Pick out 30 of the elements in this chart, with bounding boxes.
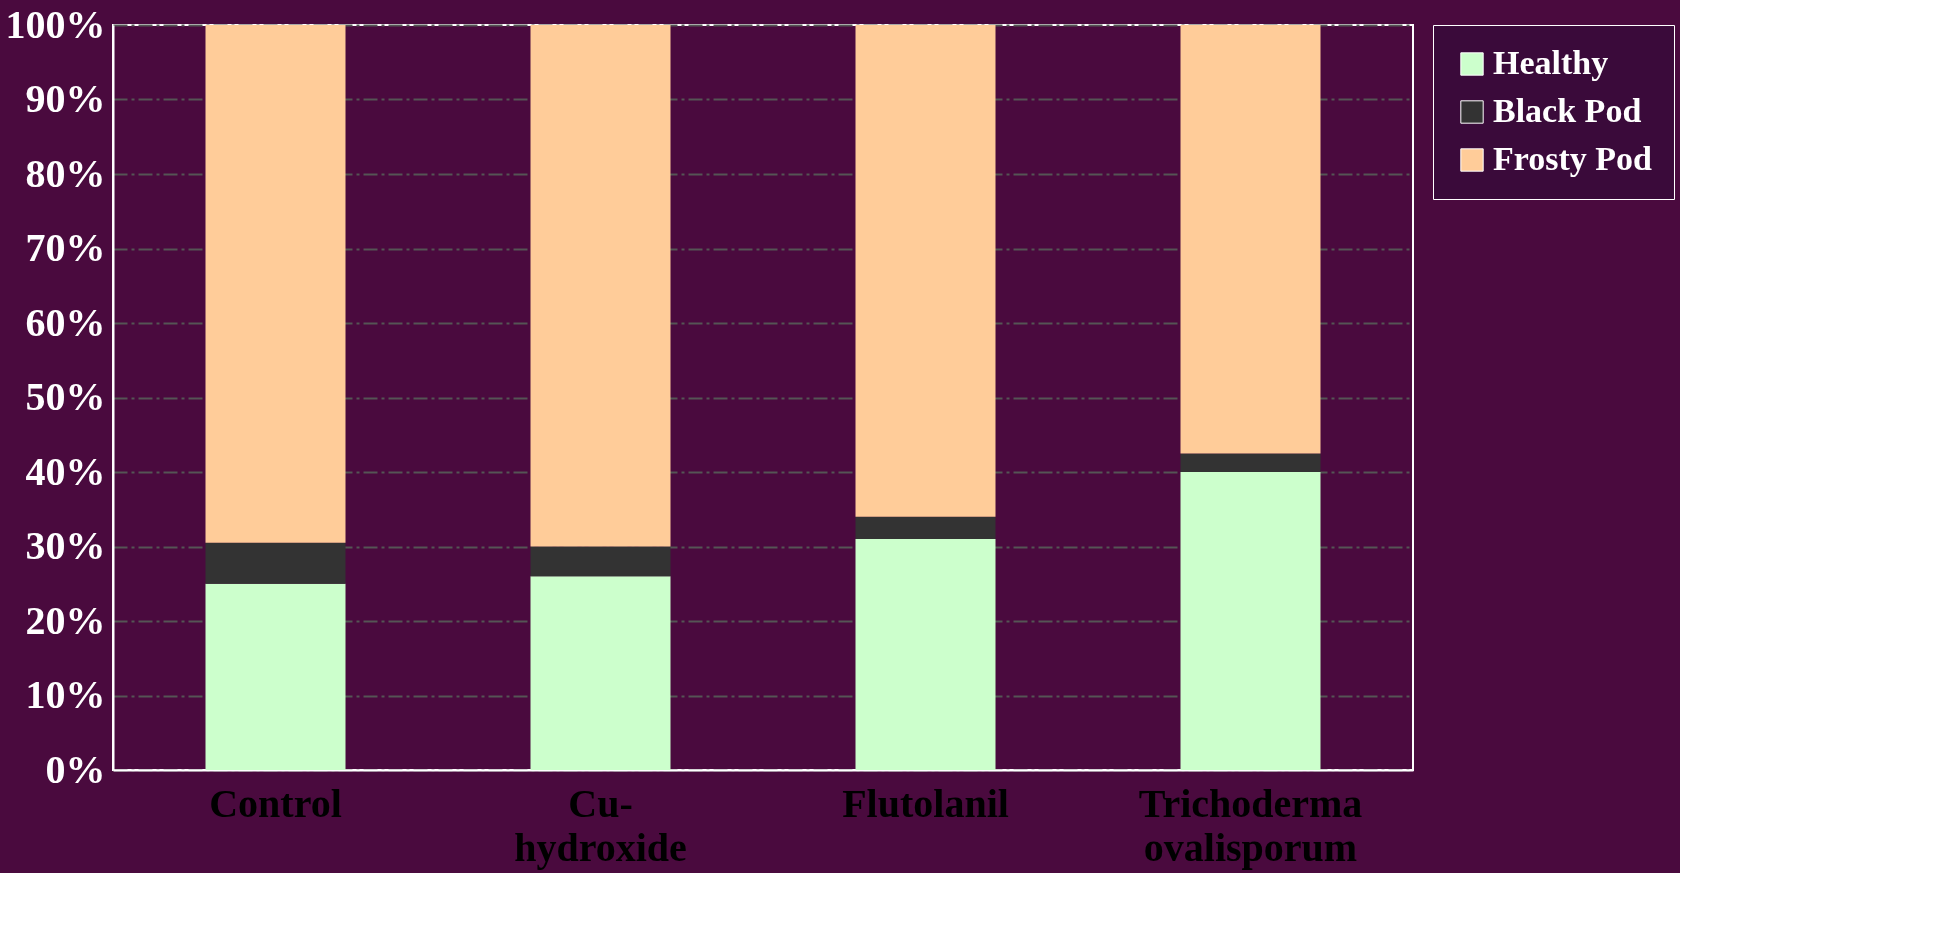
legend-label: Healthy: [1493, 44, 1609, 81]
y-tick-label: 20%: [25, 597, 106, 643]
bar: [205, 25, 346, 543]
bar: [530, 576, 671, 770]
x-tick-label: Cu-hydroxide: [514, 780, 687, 870]
y-tick-label: 30%: [25, 523, 106, 568]
bar: [855, 25, 996, 517]
y-tick-label: 100%: [5, 1, 106, 47]
legend-label: Frosty Pod: [1493, 140, 1653, 177]
y-tick-label: 0%: [45, 746, 106, 792]
bar: [1180, 472, 1321, 770]
x-tick-label: Flutolanil: [842, 780, 1009, 826]
bar: [1180, 453, 1321, 472]
y-tick-label: 90%: [25, 76, 106, 121]
y-tick-label: 10%: [25, 672, 106, 717]
bar: [530, 546, 671, 577]
y-tick-label: 70%: [25, 225, 106, 270]
y-tick-label: 60%: [25, 299, 106, 345]
bar: [855, 516, 996, 540]
bar: [205, 583, 346, 770]
y-tick-label: 40%: [25, 448, 106, 494]
bar: [530, 25, 671, 547]
y-tick-label: 80%: [25, 150, 106, 196]
legend-label: Black Pod: [1493, 92, 1642, 129]
y-tick-label: 50%: [25, 374, 106, 419]
bar: [205, 542, 346, 584]
x-tick-label: Control: [209, 780, 342, 826]
bar: [855, 539, 996, 770]
x-tick-label: Trichoderma ovalisporum: [1138, 780, 1363, 870]
bar: [1180, 25, 1321, 454]
